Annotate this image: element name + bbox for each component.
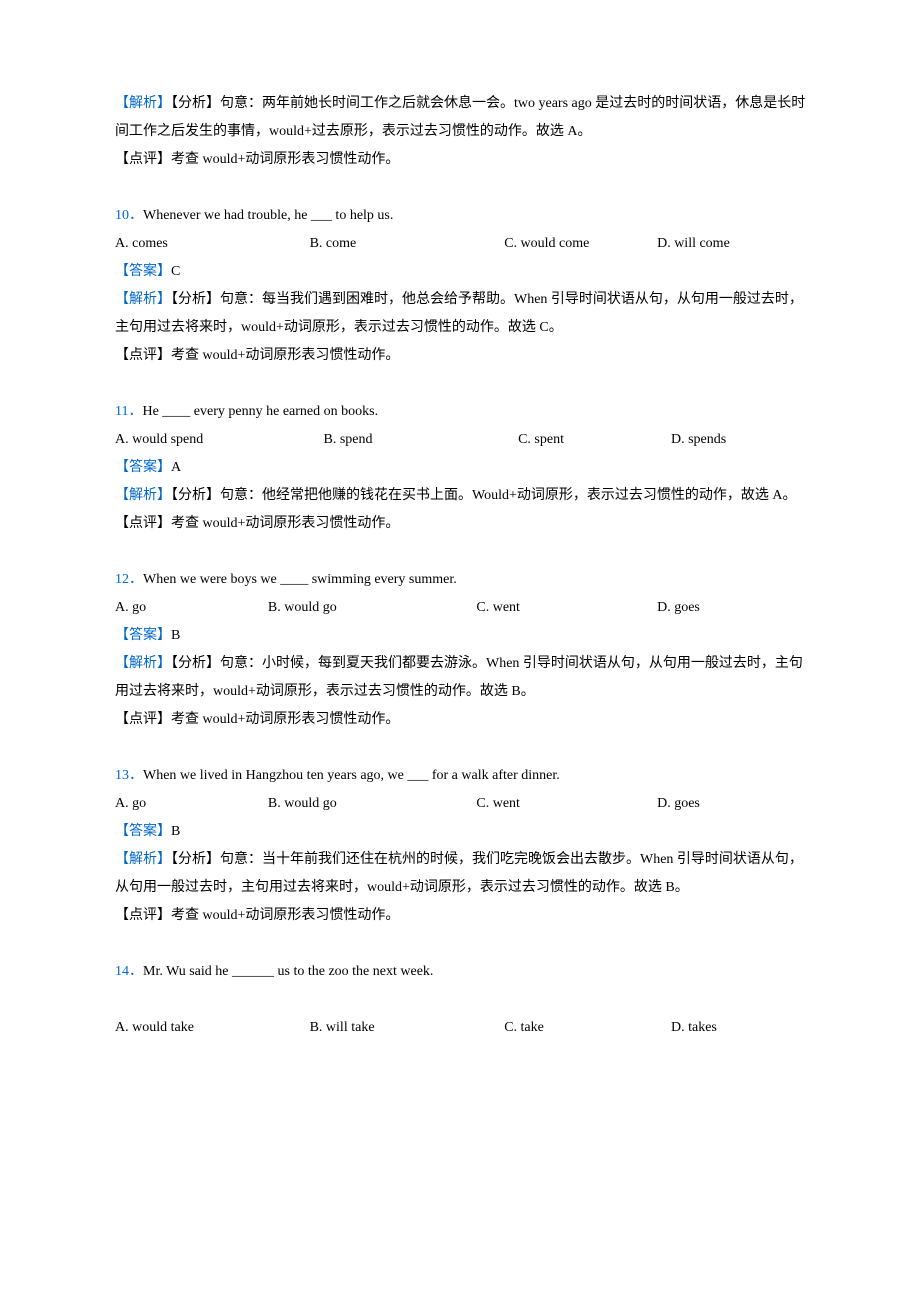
analysis-text: 【解析】【分析】句意：他经常把他赚的钱花在买书上面。Would+动词原形，表示过…	[115, 482, 810, 510]
question-text: He ____ every penny he earned on books.	[142, 404, 378, 419]
option-d: D. goes	[657, 790, 810, 818]
answer-value: A	[171, 460, 181, 475]
option-a: A. go	[115, 594, 268, 622]
analysis-text: 【解析】【分析】句意：小时候，每到夏天我们都要去游泳。When 引导时间状语从句…	[115, 650, 810, 706]
answer-line: 【答案】C	[115, 258, 810, 286]
option-b: B. would go	[268, 790, 477, 818]
option-d: D. spends	[671, 426, 810, 454]
options-row: A. go B. would go C. went D. goes	[115, 790, 810, 818]
option-a: A. go	[115, 790, 268, 818]
option-c: C. would come	[504, 230, 657, 258]
question-block-13: 13．When we lived in Hangzhou ten years a…	[115, 762, 810, 930]
answer-label: 【答案】	[115, 264, 171, 279]
option-b: B. would go	[268, 594, 477, 622]
question-block-9-tail: 【解析】【分析】句意：两年前她长时间工作之后就会休息一会。two years a…	[115, 90, 810, 174]
question-text: When we were boys we ____ swimming every…	[143, 572, 457, 587]
question-block-12: 12．When we were boys we ____ swimming ev…	[115, 566, 810, 734]
question-number: 11．	[115, 404, 142, 419]
question-number: 13．	[115, 768, 143, 783]
document-page: 【解析】【分析】句意：两年前她长时间工作之后就会休息一会。two years a…	[0, 0, 920, 1302]
answer-value: B	[171, 628, 180, 643]
question-number: 12．	[115, 572, 143, 587]
analysis-body: 【分析】句意：当十年前我们还住在杭州的时候，我们吃完晚饭会出去散步。When 引…	[115, 852, 803, 895]
question-number: 10．	[115, 208, 143, 223]
question-block-11: 11．He ____ every penny he earned on book…	[115, 398, 810, 538]
option-b: B. will take	[310, 1014, 505, 1042]
analysis-label: 【解析】	[115, 852, 171, 867]
analysis-body: 【分析】句意：他经常把他赚的钱花在买书上面。Would+动词原形，表示过去习惯性…	[171, 488, 797, 503]
option-c: C. went	[476, 594, 657, 622]
analysis-body: 【分析】句意：小时候，每到夏天我们都要去游泳。When 引导时间状语从句，从句用…	[115, 656, 803, 699]
question-stem: 14．Mr. Wu said he ______ us to the zoo t…	[115, 958, 810, 986]
comment-text: 【点评】考查 would+动词原形表习惯性动作。	[115, 146, 810, 174]
option-c: C. spent	[518, 426, 671, 454]
option-c: C. take	[504, 1014, 671, 1042]
option-d: D. will come	[657, 230, 810, 258]
answer-value: B	[171, 824, 180, 839]
answer-label: 【答案】	[115, 460, 171, 475]
analysis-body: 【分析】句意：两年前她长时间工作之后就会休息一会。two years ago 是…	[115, 96, 805, 139]
options-row: A. would spend B. spend C. spent D. spen…	[115, 426, 810, 454]
question-block-10: 10．Whenever we had trouble, he ___ to he…	[115, 202, 810, 370]
question-stem: 13．When we lived in Hangzhou ten years a…	[115, 762, 810, 790]
options-row: A. go B. would go C. went D. goes	[115, 594, 810, 622]
answer-line: 【答案】B	[115, 818, 810, 846]
question-text: When we lived in Hangzhou ten years ago,…	[143, 768, 560, 783]
analysis-text: 【解析】【分析】句意：每当我们遇到困难时，他总会给予帮助。When 引导时间状语…	[115, 286, 810, 342]
option-a: A. would spend	[115, 426, 324, 454]
comment-text: 【点评】考查 would+动词原形表习惯性动作。	[115, 706, 810, 734]
question-text: Mr. Wu said he ______ us to the zoo the …	[143, 964, 433, 979]
comment-text: 【点评】考查 would+动词原形表习惯性动作。	[115, 902, 810, 930]
analysis-label: 【解析】	[115, 292, 171, 307]
answer-value: C	[171, 264, 180, 279]
question-text: Whenever we had trouble, he ___ to help …	[143, 208, 393, 223]
analysis-label: 【解析】	[115, 96, 171, 111]
answer-line: 【答案】B	[115, 622, 810, 650]
option-a: A. comes	[115, 230, 310, 258]
analysis-body: 【分析】句意：每当我们遇到困难时，他总会给予帮助。When 引导时间状语从句，从…	[115, 292, 803, 335]
option-b: B. come	[310, 230, 505, 258]
question-block-14: 14．Mr. Wu said he ______ us to the zoo t…	[115, 958, 810, 1042]
option-d: D. takes	[671, 1014, 810, 1042]
comment-text: 【点评】考查 would+动词原形表习惯性动作。	[115, 342, 810, 370]
analysis-text: 【解析】【分析】句意：两年前她长时间工作之后就会休息一会。two years a…	[115, 90, 810, 146]
question-number: 14．	[115, 964, 143, 979]
analysis-label: 【解析】	[115, 656, 171, 671]
option-c: C. went	[476, 790, 657, 818]
question-stem: 12．When we were boys we ____ swimming ev…	[115, 566, 810, 594]
options-row: A. would take B. will take C. take D. ta…	[115, 1014, 810, 1042]
analysis-text: 【解析】【分析】句意：当十年前我们还住在杭州的时候，我们吃完晚饭会出去散步。Wh…	[115, 846, 810, 902]
option-a: A. would take	[115, 1014, 310, 1042]
answer-line: 【答案】A	[115, 454, 810, 482]
option-d: D. goes	[657, 594, 810, 622]
analysis-label: 【解析】	[115, 488, 171, 503]
option-b: B. spend	[324, 426, 519, 454]
answer-label: 【答案】	[115, 824, 171, 839]
question-stem: 10．Whenever we had trouble, he ___ to he…	[115, 202, 810, 230]
options-row: A. comes B. come C. would come D. will c…	[115, 230, 810, 258]
answer-label: 【答案】	[115, 628, 171, 643]
question-stem: 11．He ____ every penny he earned on book…	[115, 398, 810, 426]
comment-text: 【点评】考查 would+动词原形表习惯性动作。	[115, 510, 810, 538]
